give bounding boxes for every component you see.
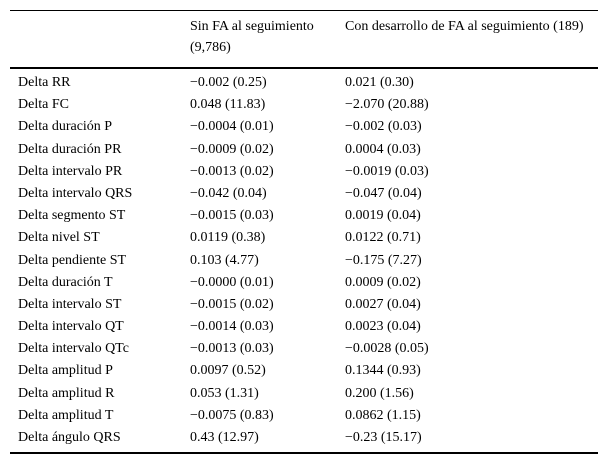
- table-row: Delta intervalo QRS −0.042 (0.04) −0.047…: [10, 182, 598, 204]
- sin-fa-value: −0.0009 (0.02): [190, 141, 274, 157]
- table-row: Delta amplitud T −0.0075 (0.83) 0.0862 (…: [10, 404, 598, 426]
- table-row: Delta duración P −0.0004 (0.01) −0.002 (…: [10, 116, 598, 138]
- table-row: Delta FC 0.048 (11.83) −2.070 (20.88): [10, 94, 598, 116]
- table-row: Delta intervalo ST −0.0015 (0.02) 0.0027…: [10, 293, 598, 315]
- table-row: Delta duración PR −0.0009 (0.02) 0.0004 …: [10, 138, 598, 160]
- row-label: Delta FC: [18, 97, 69, 113]
- row-label: Delta ángulo QRS: [18, 430, 121, 445]
- table-row: Delta amplitud R 0.053 (1.31) 0.200 (1.5…: [10, 382, 598, 404]
- con-fa-value: −0.175 (7.27): [345, 252, 422, 268]
- table-row: Delta pendiente ST 0.103 (4.77) −0.175 (…: [10, 249, 598, 271]
- con-fa-value: 0.1344 (0.93): [345, 363, 421, 379]
- table-row: Delta nivel ST 0.0119 (0.38) 0.0122 (0.7…: [10, 227, 598, 249]
- header-row: Sin FA al seguimiento (9,786) Con desarr…: [10, 10, 598, 69]
- sin-fa-value: −0.0013 (0.03): [190, 341, 274, 357]
- row-label: Delta intervalo ST: [18, 296, 122, 312]
- table-row: Delta ángulo QRS 0.43 (12.97) −0.23 (15.…: [10, 426, 598, 453]
- sin-fa-value: 0.053 (1.31): [190, 385, 259, 401]
- con-fa-value: −0.002 (0.03): [345, 119, 422, 135]
- con-fa-value: 0.0009 (0.02): [345, 274, 421, 290]
- table-row: Delta intervalo QT −0.0014 (0.03) 0.0023…: [10, 315, 598, 337]
- con-fa-value: 0.0023 (0.04): [345, 319, 421, 335]
- sin-fa-value: −0.0014 (0.03): [190, 319, 274, 335]
- con-fa-value: −0.23 (15.17): [345, 430, 422, 445]
- con-fa-value: 0.0027 (0.04): [345, 296, 421, 312]
- sin-fa-value: −0.0013 (0.02): [190, 163, 274, 179]
- con-fa-value: 0.021 (0.30): [345, 75, 414, 90]
- table-header: Sin FA al seguimiento (9,786) Con desarr…: [10, 10, 598, 69]
- column-header-sin-fa: Sin FA al seguimiento (9,786): [190, 10, 345, 69]
- sin-fa-value: 0.103 (4.77): [190, 252, 259, 268]
- table-row: Delta RR −0.002 (0.25) 0.021 (0.30): [10, 68, 598, 94]
- row-label: Delta amplitud P: [18, 363, 113, 379]
- column-header-empty: [10, 10, 190, 69]
- con-fa-value: 0.200 (1.56): [345, 385, 414, 401]
- table-row: Delta amplitud P 0.0097 (0.52) 0.1344 (0…: [10, 360, 598, 382]
- row-label: Delta duración T: [18, 274, 113, 290]
- stats-table-container: Sin FA al seguimiento (9,786) Con desarr…: [10, 10, 598, 454]
- sin-fa-value: −0.0004 (0.01): [190, 119, 274, 135]
- sin-fa-value: −0.0015 (0.02): [190, 296, 274, 312]
- sin-fa-value: 0.0097 (0.52): [190, 363, 266, 379]
- row-label: Delta segmento ST: [18, 208, 126, 224]
- con-fa-value: 0.0019 (0.04): [345, 208, 421, 224]
- row-label: Delta intervalo QRS: [18, 185, 133, 201]
- row-label: Delta intervalo QTc: [18, 341, 129, 357]
- table-row: Delta intervalo PR −0.0013 (0.02) −0.001…: [10, 160, 598, 182]
- delta-ecg-stats-table: Sin FA al seguimiento (9,786) Con desarr…: [10, 10, 598, 454]
- con-fa-value: 0.0004 (0.03): [345, 141, 421, 157]
- row-label: Delta amplitud T: [18, 407, 114, 423]
- row-label: Delta duración P: [18, 119, 113, 135]
- table-row: Delta segmento ST −0.0015 (0.03) 0.0019 …: [10, 205, 598, 227]
- con-fa-value: 0.0862 (1.15): [345, 407, 421, 423]
- sin-fa-value: 0.0119 (0.38): [190, 230, 266, 246]
- con-fa-value: 0.0122 (0.71): [345, 230, 421, 246]
- table-body: Delta RR −0.002 (0.25) 0.021 (0.30) Delt…: [10, 68, 598, 453]
- sin-fa-value: 0.43 (12.97): [190, 430, 259, 445]
- con-fa-value: −0.0019 (0.03): [345, 163, 429, 179]
- row-label: Delta nivel ST: [18, 230, 100, 246]
- column-header-con-fa: Con desarrollo de FA al seguimiento (189…: [345, 10, 598, 69]
- row-label: Delta RR: [18, 75, 71, 90]
- row-label: Delta intervalo PR: [18, 163, 123, 179]
- sin-fa-value: −0.0015 (0.03): [190, 208, 274, 224]
- sin-fa-value: −0.0075 (0.83): [190, 407, 274, 423]
- con-fa-value: −0.0028 (0.05): [345, 341, 429, 357]
- table-row: Delta duración T −0.0000 (0.01) 0.0009 (…: [10, 271, 598, 293]
- row-label: Delta pendiente ST: [18, 252, 127, 268]
- row-label: Delta duración PR: [18, 141, 122, 157]
- con-fa-value: −0.047 (0.04): [345, 185, 422, 201]
- sin-fa-value: −0.0000 (0.01): [190, 274, 274, 290]
- con-fa-value: −2.070 (20.88): [345, 97, 429, 113]
- sin-fa-value: 0.048 (11.83): [190, 97, 266, 113]
- sin-fa-value: −0.002 (0.25): [190, 75, 267, 90]
- row-label: Delta intervalo QT: [18, 319, 124, 335]
- table-row: Delta intervalo QTc −0.0013 (0.03) −0.00…: [10, 338, 598, 360]
- sin-fa-value: −0.042 (0.04): [190, 185, 267, 201]
- row-label: Delta amplitud R: [18, 385, 115, 401]
